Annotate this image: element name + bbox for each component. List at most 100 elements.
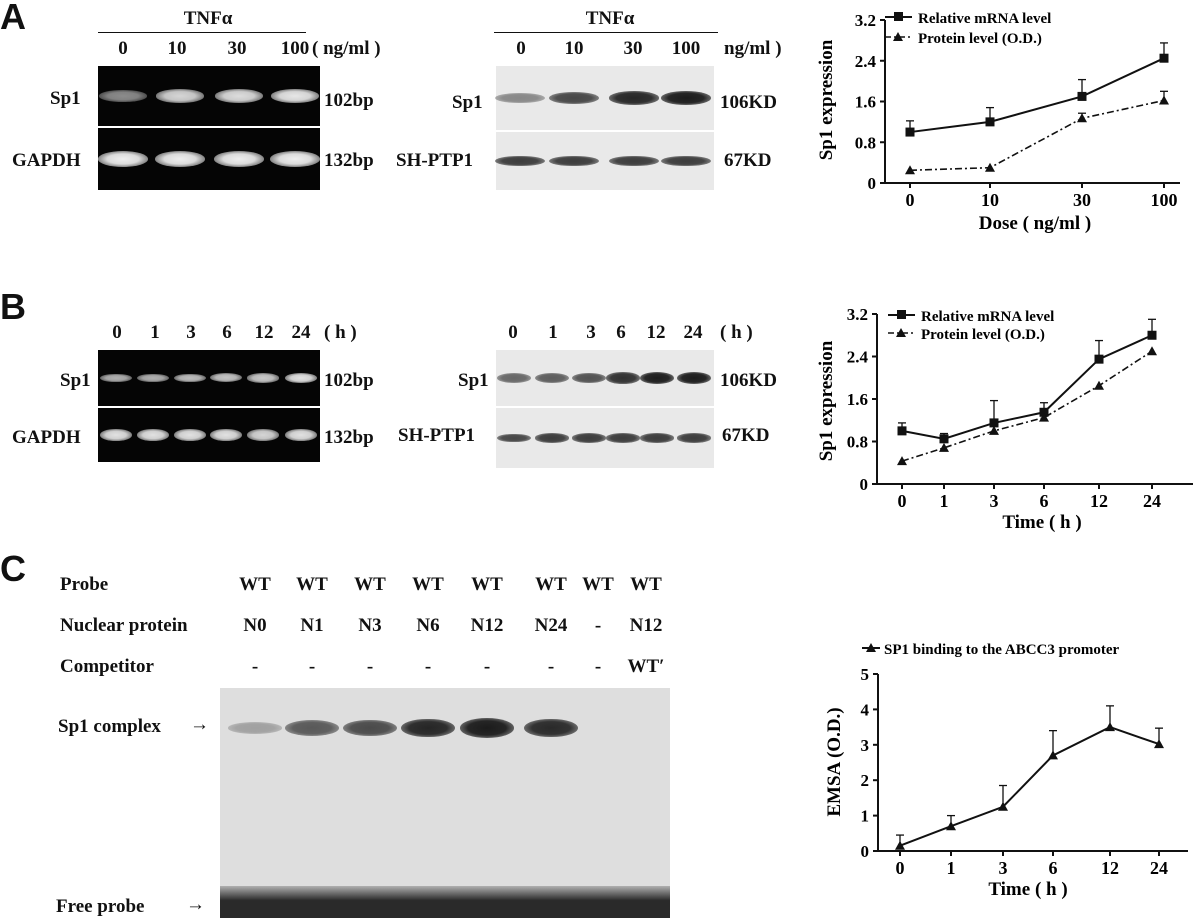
legend-square-marker (894, 12, 903, 21)
data-point-triangle (1039, 412, 1049, 422)
emsa-nuclear-cell: N1 (300, 615, 324, 636)
emsa-complex-band (401, 718, 455, 738)
x-tick-label: 30 (1073, 190, 1091, 210)
gel-band (270, 151, 320, 167)
emsa-competitor-cell: - (547, 656, 555, 677)
emsa-probe-cell: WT (412, 574, 444, 595)
gel-b-row2-size: 132bp (324, 427, 374, 448)
gel-a-row2-name: GAPDH (12, 150, 81, 171)
blot-b-lane-labels: 0 1 3 6 12 24 (496, 322, 718, 350)
emsa-competitor-cell: WT′ (627, 656, 665, 677)
x-tick-label: 24 (1150, 858, 1168, 878)
gel-b-sp1-strip (98, 350, 320, 406)
gel-b-gapdh-strip (98, 408, 320, 462)
emsa-nuclear-cell: N12 (470, 615, 504, 636)
lane-label: 6 (616, 322, 626, 343)
blot-band (609, 155, 659, 167)
data-point-square (989, 418, 999, 428)
legend-mrna: Relative mRNA level (921, 309, 1054, 325)
y-tick-label: 4 (861, 700, 870, 719)
x-tick-label: 24 (1143, 491, 1161, 511)
panel-a-letter: A (0, 0, 26, 37)
emsa-nuclear-cell: - (594, 615, 602, 636)
emsa-nuclear-cell: N6 (416, 615, 440, 636)
gel-a-row1-size: 102bp (324, 90, 374, 111)
blot-band (609, 91, 659, 105)
blot-a-row2-size: 67KD (724, 150, 772, 171)
y-tick-label: 1 (861, 807, 870, 826)
x-tick-label: 12 (1090, 491, 1108, 511)
blot-band (606, 433, 640, 443)
emsa-complex-bands (220, 688, 670, 918)
chart-a-marks: 0 0.8 1.6 2.4 3.2 0 10 30 100 (855, 11, 1178, 210)
arrow-right-icon: → (186, 894, 205, 915)
lane-label: 1 (548, 322, 558, 343)
gel-b-row1-name: Sp1 (60, 370, 91, 391)
x-tick-label: 0 (896, 858, 905, 878)
emsa-probe-cell: WT (582, 574, 614, 595)
gel-band (271, 89, 319, 103)
blot-a-unit: ng/ml ) (724, 38, 782, 59)
data-point-square (1039, 407, 1049, 417)
data-point-triangle (905, 165, 915, 175)
gel-band (210, 373, 242, 383)
y-tick-label: 3 (861, 736, 870, 755)
y-tick-label: 5 (861, 665, 870, 684)
free-probe-label: Free probe (56, 896, 145, 917)
x-tick-label: 6 (1040, 491, 1049, 511)
panel-c-letter: C (0, 548, 26, 589)
blot-band (572, 372, 606, 384)
blot-band (677, 372, 711, 384)
y-tick-label: 0.8 (855, 133, 876, 152)
emsa-gel (220, 688, 670, 918)
gel-b-row1-size: 102bp (324, 370, 374, 391)
legend-triangle-marker (893, 32, 903, 41)
gel-band (285, 373, 317, 383)
x-tick-label: 6 (1049, 858, 1058, 878)
data-point-square (939, 434, 949, 444)
data-point-triangle (1105, 722, 1115, 732)
lane-label: 0 (112, 322, 122, 343)
blot-band (606, 372, 640, 384)
legend-mrna: Relative mRNA level (918, 11, 1051, 27)
emsa-nuclear-cell: N12 (629, 615, 663, 636)
data-point-triangle (895, 840, 905, 850)
gel-band (210, 429, 242, 441)
blot-b-shptp1-strip (496, 408, 714, 468)
gel-band (155, 151, 205, 167)
x-tick-label: 1 (940, 491, 949, 511)
data-point-triangle (998, 801, 1008, 811)
gel-band (137, 429, 169, 441)
lane-label: 10 (167, 38, 187, 59)
blot-band (677, 433, 711, 443)
lane-label: 0 (508, 322, 518, 343)
blot-band (549, 91, 599, 105)
emsa-competitor-cell: - (483, 656, 491, 677)
gel-band (247, 429, 279, 441)
y-tick-label: 2.4 (855, 52, 877, 71)
emsa-probe-cell: WT (630, 574, 662, 595)
series-line (901, 350, 1153, 462)
blot-a-sp1-strip (495, 66, 714, 130)
blot-band (572, 433, 606, 443)
gel-a-lane-labels: 0 10 30 100 (97, 38, 329, 66)
emsa-row-label-probe: Probe (60, 574, 109, 595)
x-tick-label: 3 (999, 858, 1008, 878)
blot-a-row1-size: 106KD (720, 92, 777, 113)
data-point-triangle (897, 456, 907, 466)
x-tick-label: 0 (906, 190, 915, 210)
legend-triangle-marker (896, 328, 906, 337)
emsa-nuclear-cell: N3 (358, 615, 382, 636)
lane-label: 1 (150, 322, 160, 343)
series-line (899, 726, 1160, 847)
x-tick-label: 12 (1101, 858, 1119, 878)
blot-b-row2-name: SH-PTP1 (398, 425, 476, 446)
emsa-nuclear-cell: N24 (534, 615, 568, 636)
series-line (909, 57, 1165, 134)
y-tick-label: 2.4 (847, 348, 869, 367)
gel-band (100, 373, 132, 383)
gel-b-lane-labels: 0 1 3 6 12 24 (100, 322, 322, 350)
blot-b-unit: ( h ) (720, 322, 753, 343)
y-tick-label: 3.2 (847, 305, 868, 324)
